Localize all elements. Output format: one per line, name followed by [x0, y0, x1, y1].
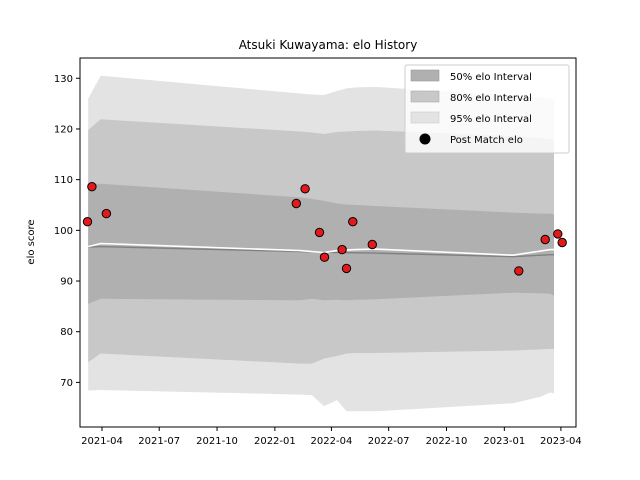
y-tick-label: 80: [60, 327, 73, 338]
legend-label-95: 95% elo Interval: [450, 114, 532, 125]
legend-swatch-95: [410, 111, 440, 124]
y-tick-label: 120: [54, 124, 73, 135]
x-axis-ticks: 2021-04 2021-07 2021-10 2022-01 2022-04 2022-…: [81, 427, 582, 447]
y-tick-label: 130: [54, 74, 73, 85]
x-tick-label: 2021-07: [138, 436, 180, 447]
post-match-point: [314, 227, 325, 238]
y-tick-label: 100: [54, 226, 73, 237]
post-match-point: [553, 229, 563, 239]
legend-swatch-50: [410, 69, 440, 82]
x-tick-label: 2023-04: [540, 436, 582, 447]
post-match-point: [341, 263, 352, 274]
x-tick-label: 2022-07: [368, 436, 410, 447]
x-tick-label: 2022-04: [311, 436, 353, 447]
y-tick-label: 110: [54, 175, 73, 186]
legend-swatch-80: [410, 90, 440, 103]
post-match-point: [348, 217, 358, 227]
x-tick-label: 2022-01: [254, 436, 296, 447]
y-tick-label: 90: [60, 277, 73, 288]
post-match-point: [540, 234, 550, 245]
chart-title: Atsuki Kuwayama: elo History: [239, 38, 418, 52]
interval-bands: [88, 75, 554, 412]
x-tick-label: 2021-04: [81, 436, 123, 447]
legend-label-50: 50% elo Interval: [450, 72, 532, 83]
post-match-point: [367, 239, 377, 250]
x-tick-label: 2022-10: [426, 436, 468, 447]
post-match-points: [82, 182, 567, 276]
post-match-point: [101, 208, 112, 219]
y-axis-label: elo score: [26, 219, 37, 264]
post-match-point: [514, 266, 524, 276]
legend-box: [404, 64, 570, 154]
post-match-point: [319, 252, 330, 262]
post-match-point: [300, 184, 310, 194]
post-match-point: [82, 217, 93, 227]
mean-line: [88, 245, 554, 258]
legend-label-80: 80% elo Interval: [450, 93, 532, 104]
post-match-point: [557, 237, 567, 248]
legend-marker-post-match: [419, 133, 431, 145]
legend-label-post-match: Post Match elo: [450, 135, 523, 146]
post-match-point: [291, 198, 301, 209]
x-tick-label: 2021-10: [196, 436, 238, 447]
post-match-point: [87, 182, 97, 192]
y-axis-ticks: 70 80 90 100 110 120 130: [54, 74, 80, 389]
post-match-point: [337, 244, 347, 255]
y-tick-label: 70: [60, 378, 73, 389]
band-50-area: [88, 183, 554, 304]
legend: 50% elo Interval 80% elo Interval 95% el…: [404, 64, 570, 154]
plot-frame: [79, 57, 577, 428]
x-tick-label: 2023-01: [483, 436, 525, 447]
